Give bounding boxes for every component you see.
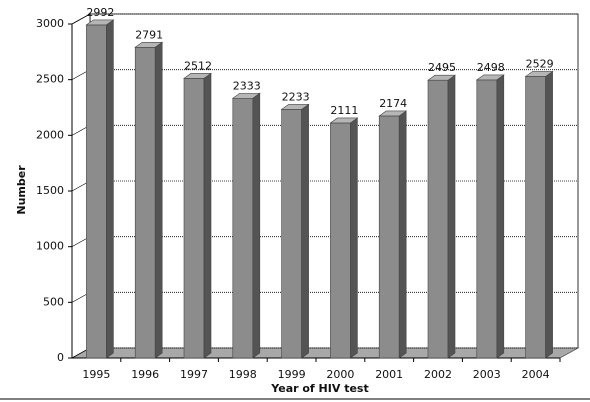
data-label: 2174	[379, 97, 407, 110]
bar-top	[183, 73, 212, 79]
y-tick-label: 2000	[36, 128, 64, 141]
bar-top	[475, 74, 505, 81]
x-tick-label: 1998	[229, 368, 257, 381]
x-tick-label: 2004	[522, 368, 550, 381]
bar-side	[203, 72, 212, 359]
bar-side	[106, 19, 114, 359]
grid-line-side	[71, 13, 91, 25]
x-tick-label: 1999	[278, 368, 306, 381]
bar-top	[378, 110, 408, 117]
bar	[183, 78, 205, 359]
y-tick-label: 1000	[36, 240, 64, 253]
x-tick-label: 1995	[82, 368, 110, 381]
data-label: 2992	[86, 6, 114, 19]
bar-side	[496, 74, 505, 359]
bar	[86, 24, 107, 359]
bar	[525, 76, 546, 359]
bar-top	[134, 41, 164, 48]
y-axis-title: Number	[15, 165, 28, 215]
bar	[134, 46, 156, 359]
bar	[330, 122, 351, 359]
x-axis-title: Year of HIV test	[270, 382, 368, 395]
bar	[378, 115, 400, 359]
bar-top	[231, 92, 261, 99]
bar-side	[545, 70, 553, 359]
x-tick-label: 2001	[375, 368, 403, 381]
data-label: 2791	[135, 28, 163, 41]
x-tick-label: 1996	[131, 368, 159, 381]
data-label: 2512	[184, 59, 212, 72]
bar	[427, 79, 449, 359]
bar	[281, 109, 302, 359]
y-tick-label: 2500	[36, 73, 64, 86]
bar-top	[280, 104, 310, 110]
bar-top	[85, 19, 115, 26]
x-tick-label: 2000	[326, 368, 354, 381]
data-label: 2495	[428, 61, 456, 74]
data-label: 2498	[477, 61, 505, 74]
bar-top	[524, 71, 554, 77]
bar-side	[154, 41, 163, 359]
bar-side	[301, 103, 309, 359]
x-tick-label: 2003	[473, 368, 501, 381]
data-label: 2111	[330, 104, 358, 117]
y-tick-label: 0	[57, 351, 64, 364]
bar-side	[398, 110, 407, 359]
bar-top	[427, 74, 456, 81]
data-label: 2233	[282, 90, 310, 103]
data-label: 2333	[233, 79, 261, 92]
bar	[232, 97, 254, 359]
bar-top	[329, 117, 359, 124]
x-tick-label: 2002	[424, 368, 452, 381]
data-label: 2529	[526, 57, 554, 70]
y-tick-label: 3000	[36, 17, 64, 30]
y-tick-label: 1500	[36, 184, 64, 197]
bar	[476, 79, 498, 359]
y-tick-label: 500	[43, 295, 64, 308]
bar-side	[252, 92, 261, 359]
x-tick-label: 1997	[180, 368, 208, 381]
bar-side	[350, 117, 358, 359]
bar-side	[447, 74, 456, 359]
